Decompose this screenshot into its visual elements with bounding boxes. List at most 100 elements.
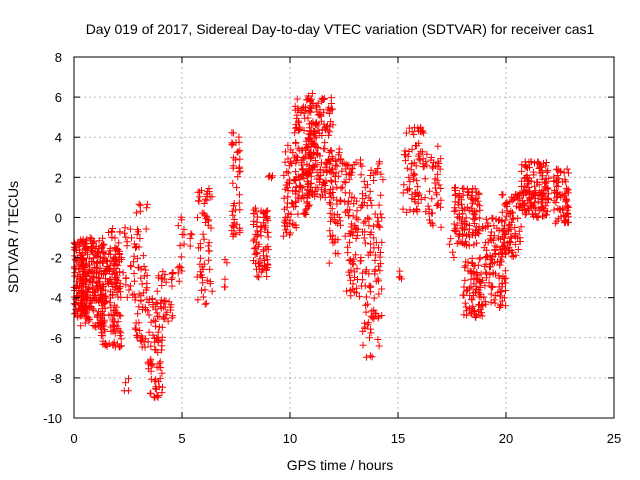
data-point [131, 296, 139, 304]
data-point [487, 298, 495, 306]
data-point [144, 307, 152, 315]
data-point [337, 155, 345, 163]
data-point [340, 178, 348, 186]
data-point [256, 228, 264, 236]
data-point [338, 167, 346, 175]
data-point [524, 164, 531, 172]
data-point [470, 292, 478, 299]
data-point [145, 365, 153, 373]
data-point [478, 312, 486, 320]
data-point [469, 215, 477, 223]
y-tick-label: 6 [55, 90, 62, 105]
data-point [263, 229, 271, 236]
x-tick-label: 10 [283, 431, 297, 446]
data-point [196, 240, 204, 248]
data-point [93, 259, 101, 267]
data-point [332, 249, 340, 257]
data-point [540, 159, 547, 167]
data-point [134, 263, 142, 271]
data-point [496, 288, 504, 296]
data-point [518, 161, 526, 169]
data-point [148, 295, 156, 303]
data-point [316, 166, 324, 174]
data-point [553, 172, 561, 179]
data-point [368, 353, 376, 361]
data-point [471, 227, 479, 235]
data-point [255, 273, 263, 281]
data-point [132, 319, 140, 327]
data-point [113, 272, 121, 280]
data-point [284, 155, 292, 163]
data-point [536, 163, 544, 171]
data-point [350, 255, 358, 263]
data-point [325, 110, 333, 117]
data-point [498, 246, 506, 254]
y-tick-label: -4 [50, 291, 62, 306]
data-point [469, 199, 476, 207]
data-point [157, 296, 165, 304]
data-point [234, 148, 242, 156]
data-point [99, 240, 107, 248]
data-point [306, 104, 314, 112]
data-point [294, 153, 301, 161]
data-point [307, 172, 315, 180]
data-point [346, 238, 354, 246]
data-point [517, 223, 525, 231]
data-point [498, 297, 506, 305]
data-point [132, 209, 140, 217]
data-point [100, 326, 108, 333]
data-point [95, 274, 103, 281]
data-point [377, 170, 385, 178]
data-point [470, 210, 478, 218]
data-point [360, 234, 368, 242]
data-point [405, 173, 413, 181]
data-point [304, 169, 312, 177]
data-point [72, 244, 79, 252]
data-point [531, 182, 538, 190]
data-point [456, 214, 463, 222]
data-point [550, 173, 558, 181]
data-point [102, 275, 109, 283]
data-point [92, 264, 100, 272]
data-point [357, 254, 365, 261]
data-point [345, 211, 353, 219]
data-point [353, 197, 361, 205]
data-point [201, 211, 209, 219]
data-point [312, 103, 320, 111]
data-point [168, 270, 176, 278]
data-point [202, 214, 210, 222]
data-point [327, 100, 335, 107]
data-point [348, 285, 356, 293]
data-point [427, 156, 435, 164]
data-point [122, 281, 130, 289]
data-point [100, 316, 108, 324]
data-point [373, 168, 381, 176]
data-point [488, 283, 496, 291]
data-point [344, 198, 352, 206]
data-point [195, 197, 203, 205]
data-point [453, 221, 461, 229]
data-point [138, 343, 146, 351]
data-point [178, 230, 186, 238]
data-point [167, 276, 175, 283]
data-point [308, 137, 316, 145]
data-point [256, 255, 264, 263]
data-point [563, 184, 570, 192]
data-point [359, 195, 367, 203]
data-point [351, 221, 359, 229]
data-point [465, 242, 473, 250]
data-point [178, 216, 186, 224]
data-point [538, 175, 546, 183]
data-point [81, 273, 89, 280]
data-point [472, 285, 480, 293]
data-point [412, 142, 419, 149]
data-point [135, 228, 142, 236]
data-point [460, 283, 468, 291]
data-point [77, 322, 85, 330]
data-point [524, 197, 532, 205]
data-point [195, 244, 202, 252]
data-point [261, 262, 269, 270]
data-point [426, 187, 434, 195]
data-point [283, 228, 290, 236]
